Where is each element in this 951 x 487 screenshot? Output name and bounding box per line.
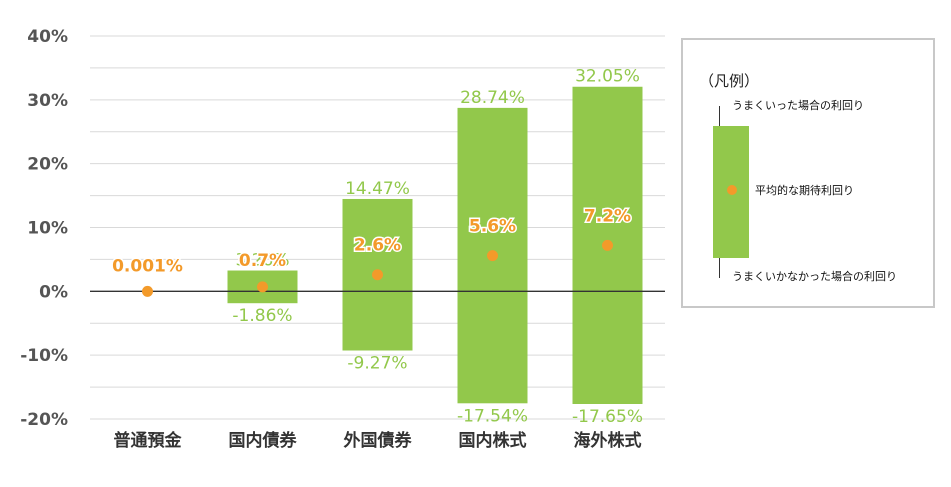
category-label: 海外株式	[574, 430, 642, 451]
y-tick-label: 10%	[27, 219, 68, 239]
average-value-label: 5.6%	[469, 217, 516, 237]
category-label: 国内債券	[229, 430, 298, 451]
average-dot	[487, 250, 498, 262]
y-tick-label: 40%	[27, 27, 68, 47]
legend-title: （凡例）	[699, 72, 760, 90]
average-value-label: 0.001%	[112, 256, 183, 276]
average-dot	[602, 239, 613, 251]
low-value-label: -17.54%	[457, 406, 528, 426]
legend: （凡例） うまくいった場合の利回り 平均的な期待利回り うまくいかなかった場合の…	[681, 38, 935, 308]
low-value-label: -17.65%	[572, 407, 643, 427]
average-dot	[372, 269, 383, 281]
legend-average-dot	[727, 185, 737, 195]
high-value-label: 14.47%	[345, 179, 410, 199]
average-dot	[142, 285, 153, 297]
y-tick-label: 30%	[27, 91, 68, 111]
high-value-label: 28.74%	[460, 88, 525, 108]
low-value-label: -1.86%	[232, 306, 292, 326]
y-tick-label: -20%	[20, 410, 68, 430]
y-tick-label: 0%	[39, 282, 68, 302]
y-tick-label: 20%	[27, 155, 68, 175]
low-value-label: -9.27%	[347, 354, 407, 374]
category-label: 普通預金	[114, 430, 183, 451]
average-value-label: 2.6%	[354, 236, 401, 256]
legend-high-label: うまくいった場合の利回り	[732, 99, 864, 112]
legend-connector-top	[719, 106, 720, 126]
average-value-label: 0.7%	[239, 251, 286, 271]
y-tick-label: -10%	[20, 346, 68, 366]
legend-low-label: うまくいかなかった場合の利回り	[732, 270, 897, 283]
legend-average-label: 平均的な期待利回り	[755, 184, 854, 197]
legend-connector-bottom	[719, 258, 720, 278]
category-label: 外国債券	[344, 430, 413, 451]
category-label: 国内株式	[459, 430, 527, 451]
average-value-label: 7.2%	[584, 206, 631, 226]
range-chart: -20% -10% 0% 10% 20% 30% 40% 0.001% 普通預金 3.26% -1.…	[20, 27, 665, 451]
high-value-label: 3.26%	[235, 251, 289, 271]
average-dot	[257, 281, 268, 293]
high-value-label: 32.05%	[575, 67, 640, 87]
